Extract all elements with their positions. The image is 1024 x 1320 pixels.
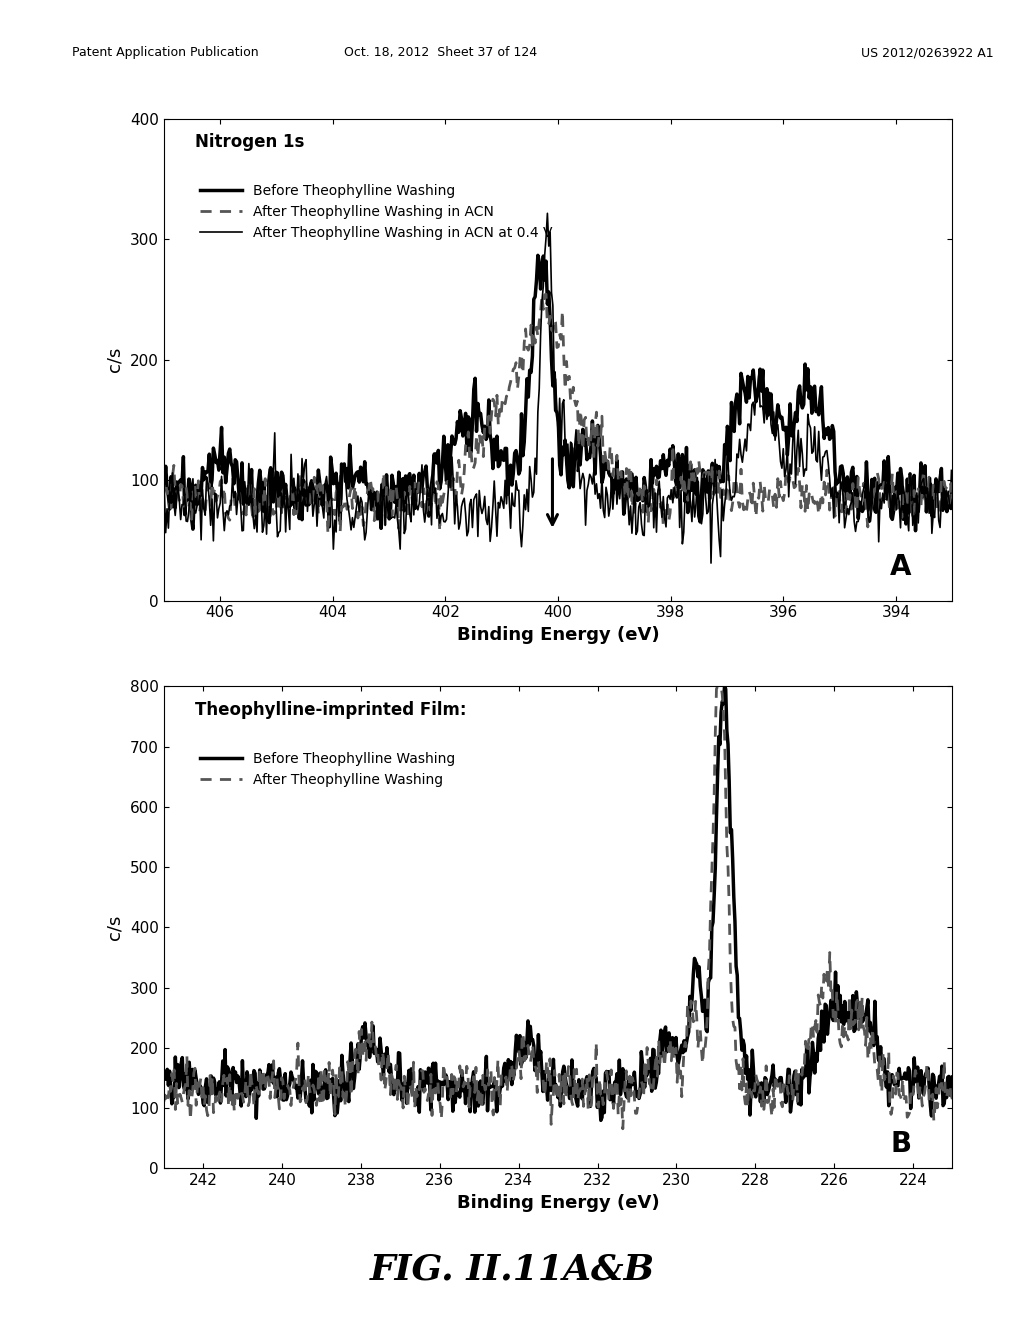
Text: Theophylline-imprinted Film:: Theophylline-imprinted Film: — [196, 701, 467, 719]
Text: US 2012/0263922 A1: US 2012/0263922 A1 — [860, 46, 993, 59]
Text: FIG. II.11A&B: FIG. II.11A&B — [370, 1253, 654, 1287]
Text: Nitrogen 1s: Nitrogen 1s — [196, 133, 305, 152]
Legend: Before Theophylline Washing, After Theophylline Washing: Before Theophylline Washing, After Theop… — [195, 746, 461, 792]
X-axis label: Binding Energy (eV): Binding Energy (eV) — [457, 1193, 659, 1212]
Text: A: A — [890, 553, 911, 581]
Text: Oct. 18, 2012  Sheet 37 of 124: Oct. 18, 2012 Sheet 37 of 124 — [344, 46, 537, 59]
X-axis label: Binding Energy (eV): Binding Energy (eV) — [457, 626, 659, 644]
Legend: Before Theophylline Washing, After Theophylline Washing in ACN, After Theophylli: Before Theophylline Washing, After Theop… — [195, 178, 558, 246]
Text: Patent Application Publication: Patent Application Publication — [72, 46, 258, 59]
Y-axis label: c/s: c/s — [105, 915, 123, 940]
Y-axis label: c/s: c/s — [105, 347, 123, 372]
Text: B: B — [891, 1130, 911, 1158]
